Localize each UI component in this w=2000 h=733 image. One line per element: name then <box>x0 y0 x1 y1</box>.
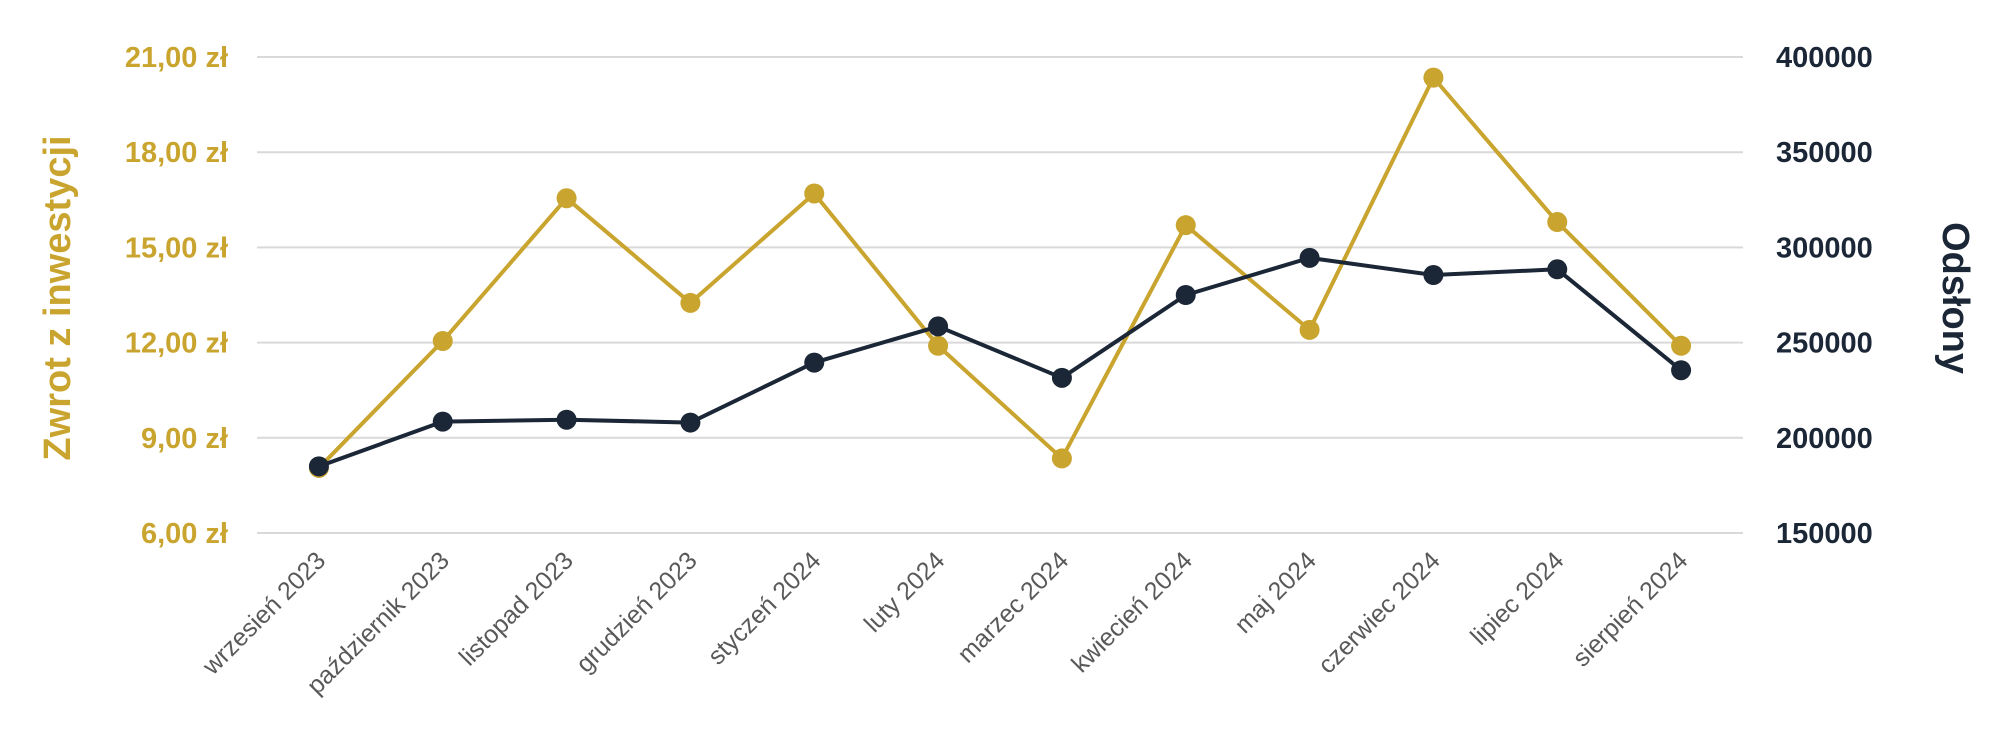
left-tick-label: 21,00 zł <box>125 42 228 74</box>
gridlines <box>257 56 1743 534</box>
series-2 <box>308 247 1692 477</box>
x-tick-label: grudzień 2023 <box>571 546 703 678</box>
series-line <box>317 75 1683 470</box>
data-point <box>1671 335 1692 356</box>
left-tick-label: 9,00 zł <box>141 423 228 455</box>
x-tick-label: czerwiec 2024 <box>1313 546 1446 679</box>
data-point <box>308 456 329 477</box>
data-point <box>928 316 949 337</box>
x-tick-label: maj 2024 <box>1229 546 1322 639</box>
data-point <box>1299 319 1320 340</box>
data-point <box>1423 67 1444 88</box>
series-layer <box>308 67 1692 478</box>
data-point <box>1175 215 1196 236</box>
x-tick-label: sierpień 2024 <box>1567 546 1693 672</box>
data-point <box>680 292 701 313</box>
x-tick-label: marzec 2024 <box>952 546 1074 668</box>
data-point <box>432 331 453 352</box>
data-point <box>556 409 577 430</box>
left-axis-ticks: 6,00 zł 9,00 zł 12,00 zł 15,00 zł 18,00 zł 21… <box>125 42 228 550</box>
data-point <box>1299 247 1320 268</box>
x-tick-label: styczeń 2024 <box>703 546 827 670</box>
right-axis-title: Odsłony <box>1934 222 1976 374</box>
right-tick-label: 150000 <box>1776 518 1873 550</box>
x-tick-label: lipiec 2024 <box>1465 546 1569 650</box>
left-tick-label: 18,00 zł <box>125 137 228 169</box>
series-line <box>318 255 1683 469</box>
left-tick-label: 12,00 zł <box>125 328 228 360</box>
data-point <box>1423 265 1444 286</box>
data-point <box>928 335 949 356</box>
right-axis-ticks: 150000 200000 250000 300000 350000 400000 <box>1776 42 1873 550</box>
data-point <box>556 188 577 209</box>
data-point <box>432 411 453 432</box>
data-point <box>804 352 825 373</box>
right-tick-label: 400000 <box>1776 42 1873 74</box>
left-tick-label: 6,00 zł <box>141 518 228 550</box>
x-tick-label: luty 2024 <box>859 546 951 638</box>
right-tick-label: 350000 <box>1776 137 1873 169</box>
x-tick-label: kwiecień 2024 <box>1066 546 1198 678</box>
data-point <box>1051 367 1072 388</box>
data-point <box>680 412 701 433</box>
x-tick-label: wrzesień 2023 <box>197 546 332 681</box>
right-tick-label: 250000 <box>1776 328 1873 360</box>
right-tick-label: 300000 <box>1776 232 1873 264</box>
data-point <box>1547 212 1568 233</box>
data-point <box>1175 285 1196 305</box>
data-point <box>1547 259 1568 280</box>
left-axis-title: Zwrot z inwestycji <box>37 135 79 460</box>
data-point <box>804 183 825 204</box>
data-point <box>1671 360 1692 381</box>
x-tick-label: listopad 2023 <box>454 546 579 671</box>
left-tick-label: 15,00 zł <box>125 232 228 264</box>
right-tick-label: 200000 <box>1776 423 1873 455</box>
data-point <box>1051 448 1072 469</box>
